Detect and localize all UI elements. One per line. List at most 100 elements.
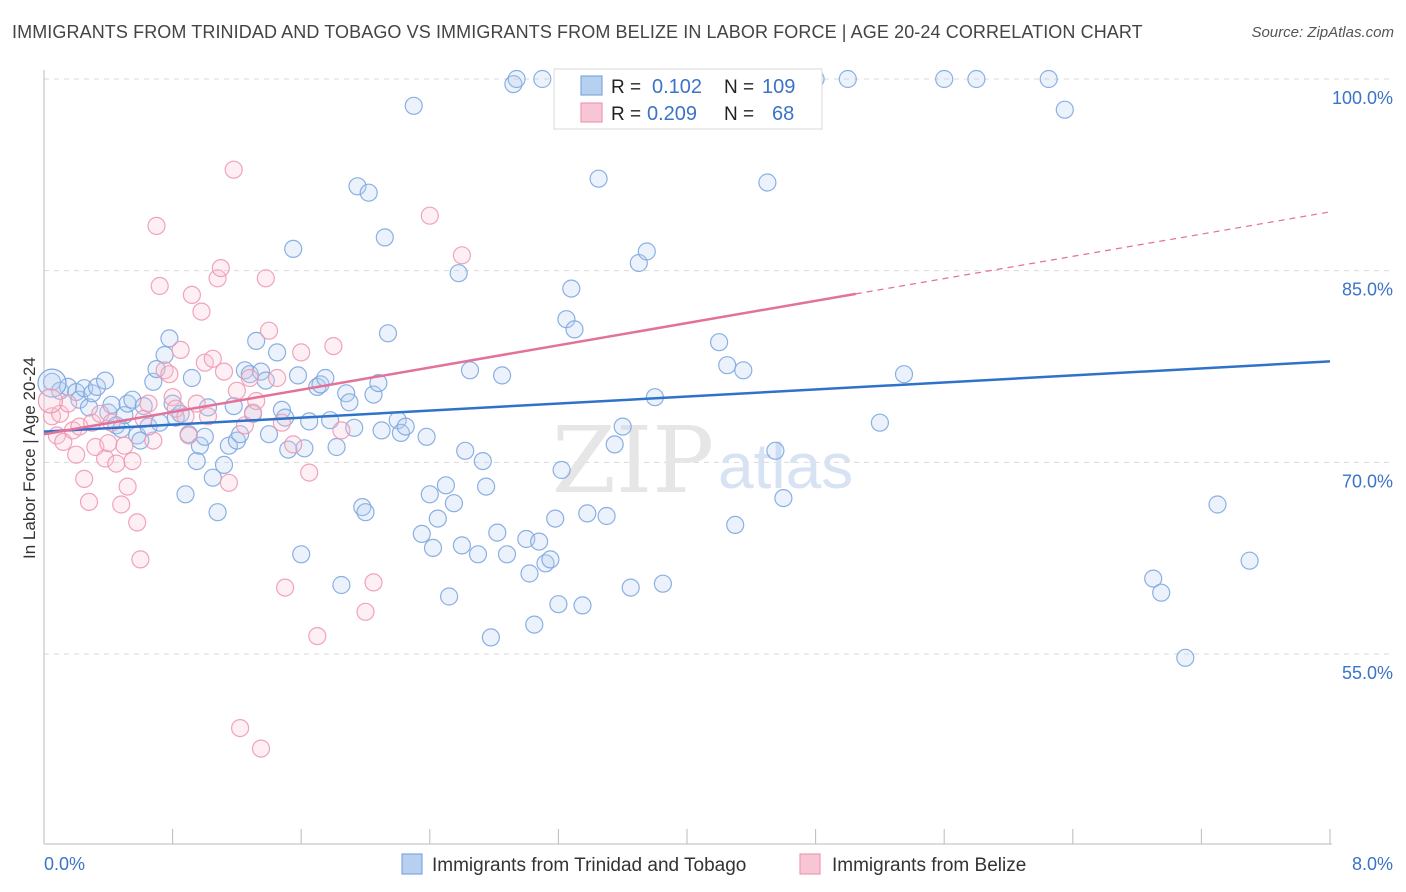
trinidad-point xyxy=(621,578,640,597)
trinidad-point xyxy=(259,425,279,444)
belize-point xyxy=(128,513,147,532)
trinidad-point xyxy=(709,333,729,352)
trinidad-point xyxy=(176,485,195,504)
trinidad-point xyxy=(356,503,375,522)
trinidad-point xyxy=(292,545,311,564)
trinidad-point xyxy=(734,361,753,380)
trinidad-point xyxy=(268,343,287,362)
trinidad-point xyxy=(870,413,890,432)
belize-point xyxy=(107,454,126,473)
trinidad-point xyxy=(488,523,507,542)
trinidad-point xyxy=(378,324,398,343)
y-tick-label-100: 100.0% xyxy=(1332,88,1393,108)
belize-point xyxy=(364,573,383,592)
trinidad-point xyxy=(894,365,914,384)
trinidad-point xyxy=(449,264,468,283)
legend-r-value-belize: 0.209 xyxy=(647,103,697,125)
legend-item-trinidad-swatch[interactable] xyxy=(401,853,423,875)
watermark-zip: ZIP xyxy=(552,407,714,514)
trinidad-point xyxy=(279,440,298,459)
trinidad-point xyxy=(504,74,523,94)
belize-point xyxy=(276,578,295,597)
trinidad-point xyxy=(726,515,745,535)
belize-point xyxy=(79,492,99,511)
belize-cluster-point xyxy=(37,388,64,414)
trinidad-point xyxy=(613,417,632,436)
trinidad-point xyxy=(481,628,500,647)
belize-point xyxy=(182,285,201,304)
trinidad-point xyxy=(364,385,383,404)
belize-point xyxy=(123,452,142,471)
belize-point xyxy=(224,160,243,179)
belize-point xyxy=(147,216,166,235)
trinidad-point xyxy=(1055,100,1074,119)
belize-point xyxy=(356,602,375,621)
trinidad-point xyxy=(190,436,209,455)
belize-point xyxy=(75,469,94,488)
trinidad-point xyxy=(396,417,415,436)
trinidad-point xyxy=(208,503,227,522)
belize-point xyxy=(95,449,115,468)
belize-point xyxy=(231,718,250,738)
legend-item-belize-label[interactable]: Immigrants from Belize xyxy=(832,855,1026,876)
belize-point xyxy=(150,276,169,296)
trinidad-point xyxy=(605,435,624,454)
series-legend: Immigrants from Trinidad and Tobago Immi… xyxy=(401,853,1026,876)
legend-n-label-belize: N = xyxy=(724,104,754,125)
trinidad-point xyxy=(456,441,475,460)
trinidad-point xyxy=(552,460,571,480)
trend-line-trinidad xyxy=(43,360,1331,433)
trinidad-point xyxy=(718,356,737,375)
trend-lines xyxy=(43,211,1331,436)
trinidad-point xyxy=(493,366,512,385)
belize-point xyxy=(163,388,182,407)
belize-point xyxy=(179,426,198,445)
belize-point xyxy=(211,259,230,278)
trinidad-point xyxy=(284,239,303,258)
legend-item-belize-swatch[interactable] xyxy=(799,853,821,875)
trinidad-point xyxy=(423,538,443,558)
trinidad-point xyxy=(295,439,314,458)
legend-item-trinidad-label[interactable]: Immigrants from Trinidad and Tobago xyxy=(432,855,746,876)
trinidad-point xyxy=(182,368,201,388)
trinidad-point xyxy=(372,421,391,440)
series-trinidad-points xyxy=(37,69,1259,667)
trinidad-point xyxy=(1039,69,1058,89)
trinidad-point xyxy=(332,575,351,595)
trinidad-point xyxy=(412,524,431,544)
trinidad-point xyxy=(520,564,539,583)
trinidad-point xyxy=(562,279,581,298)
trinidad-point xyxy=(231,425,250,444)
y-tick-label-70: 70.0% xyxy=(1342,471,1393,491)
trinidad-point xyxy=(766,441,785,460)
belize-point xyxy=(58,394,78,413)
trinidad-point xyxy=(134,397,153,416)
belize-point xyxy=(292,343,311,362)
belize-point xyxy=(332,421,351,440)
belize-point xyxy=(300,463,319,482)
trinidad-point xyxy=(340,393,359,412)
belize-point xyxy=(452,246,471,265)
belize-point xyxy=(99,434,118,453)
source-label: Source: ZipAtlas.com xyxy=(1251,24,1394,41)
watermark: ZIP atlas xyxy=(552,407,853,514)
trinidad-point xyxy=(473,452,492,471)
trinidad-point xyxy=(774,489,793,508)
trinidad-point xyxy=(288,366,308,385)
trinidad-point xyxy=(348,177,367,196)
belize-point xyxy=(256,269,275,288)
belize-point xyxy=(112,495,131,514)
legend-swatch-trinidad xyxy=(580,75,603,96)
trend-line-belize-extension xyxy=(855,211,1331,295)
trinidad-point xyxy=(214,455,234,474)
belize-point xyxy=(247,391,266,411)
belize-point xyxy=(227,381,246,400)
trinidad-point xyxy=(597,506,616,526)
trinidad-point xyxy=(758,173,777,192)
belize-point xyxy=(272,413,291,432)
trinidad-point xyxy=(420,485,439,504)
trinidad-point xyxy=(477,477,496,496)
trinidad-point xyxy=(967,69,986,89)
trinidad-point xyxy=(546,509,565,528)
y-tick-label-55: 55.0% xyxy=(1342,663,1393,683)
